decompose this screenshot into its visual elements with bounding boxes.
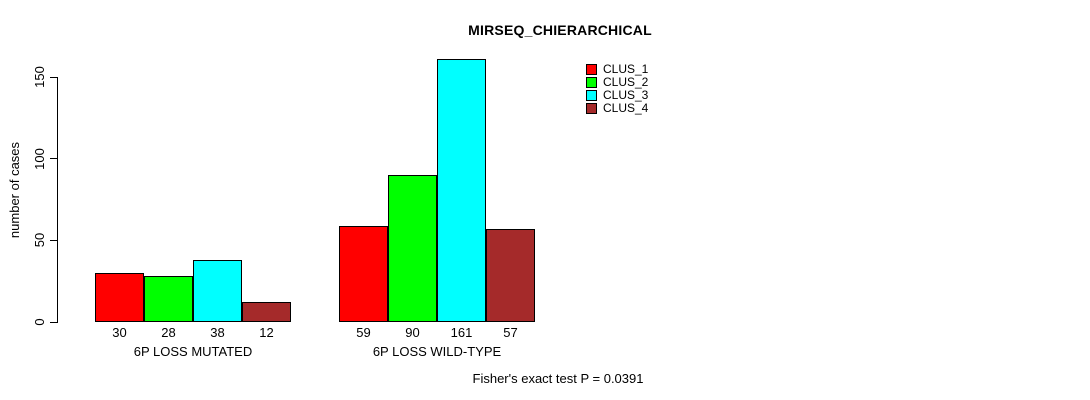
legend-swatch	[586, 103, 597, 114]
y-axis	[57, 77, 58, 323]
y-tick	[50, 158, 57, 160]
bar	[95, 273, 144, 322]
bar	[339, 226, 388, 322]
bar-value-label: 161	[450, 325, 473, 340]
legend-label: CLUS_2	[603, 75, 649, 89]
y-tick	[50, 76, 57, 78]
bar	[242, 302, 291, 322]
legend-swatch	[586, 90, 597, 101]
bar	[144, 276, 193, 322]
bar-value-label: 28	[161, 325, 176, 340]
bar-value-label: 38	[210, 325, 225, 340]
legend-swatch	[586, 64, 597, 75]
legend-label: CLUS_3	[603, 88, 649, 102]
legend-swatch	[586, 77, 597, 88]
bar	[486, 229, 535, 322]
x-category-label: 6P LOSS WILD-TYPE	[372, 344, 502, 359]
bar	[388, 175, 437, 322]
bar-value-label: 59	[356, 325, 371, 340]
legend-label: CLUS_4	[603, 101, 649, 115]
bar-value-label: 90	[405, 325, 420, 340]
bar	[193, 260, 242, 322]
x-category-label: 6P LOSS MUTATED	[133, 344, 253, 359]
bar-value-label: 12	[259, 325, 274, 340]
y-tick	[50, 239, 57, 241]
y-tick	[50, 321, 57, 323]
bar-value-label: 30	[112, 325, 127, 340]
bar	[437, 59, 486, 322]
bar-value-label: 57	[503, 325, 518, 340]
chart-title: MIRSEQ_CHIERARCHICAL	[468, 22, 652, 38]
fisher-test-note: Fisher's exact test P = 0.0391	[472, 371, 644, 386]
legend-label: CLUS_1	[603, 62, 649, 76]
